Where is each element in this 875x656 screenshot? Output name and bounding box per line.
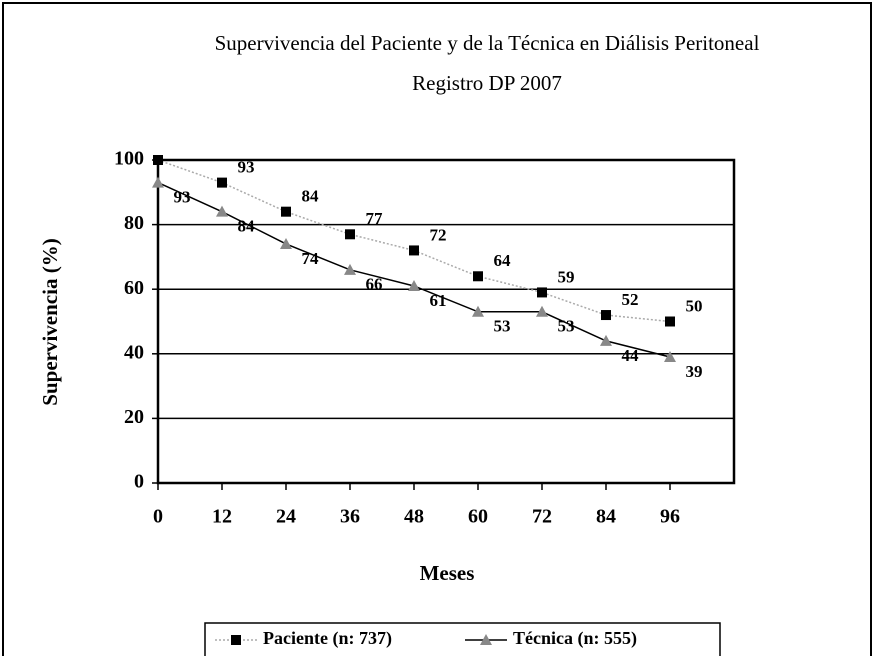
x-tick-label: 12 [212, 506, 232, 528]
x-tick-label: 60 [468, 506, 488, 528]
data-label: 50 [686, 296, 703, 315]
data-label: 77 [366, 209, 384, 228]
marker [537, 287, 547, 298]
plot-area [156, 158, 736, 485]
marker [344, 263, 356, 275]
legend-marker [231, 635, 241, 645]
x-tick-label: 36 [340, 506, 360, 528]
y-tick-label: 40 [124, 341, 144, 363]
x-tick-label: 0 [153, 506, 163, 528]
chart-title: Supervivencia del Paciente y de la Técni… [215, 31, 760, 55]
data-label: 44 [622, 346, 640, 365]
marker [281, 206, 291, 217]
data-label: 53 [494, 317, 511, 336]
x-tick-label: 24 [276, 506, 296, 528]
y-axis-label: Supervivencia (%) [38, 238, 62, 405]
data-label: 84 [302, 187, 320, 206]
chart-subtitle: Registro DP 2007 [412, 71, 562, 95]
data-label: 84 [238, 217, 256, 236]
marker [665, 316, 675, 327]
marker [600, 334, 612, 346]
data-label: 74 [302, 249, 320, 268]
y-tick-label: 80 [124, 212, 144, 234]
marker [153, 155, 163, 165]
y-tick-label: 100 [114, 148, 144, 170]
marker [409, 245, 419, 256]
data-label: 93 [174, 188, 191, 207]
marker [408, 279, 420, 291]
marker [216, 205, 228, 217]
marker [345, 229, 355, 240]
x-tick-label: 72 [532, 506, 552, 528]
legend-label: Paciente (n: 737) [263, 628, 392, 649]
data-label: 53 [558, 317, 575, 336]
marker [280, 237, 292, 249]
x-tick-label: 48 [404, 506, 424, 528]
data-label: 61 [430, 291, 447, 310]
marker [601, 310, 611, 321]
x-axis-label: Meses [420, 561, 475, 585]
legend-box [204, 622, 721, 656]
y-tick-label: 60 [124, 277, 144, 299]
marker [472, 305, 484, 317]
y-tick-label: 20 [124, 406, 144, 428]
marker [536, 305, 548, 317]
series-line [157, 181, 671, 358]
data-label: 93 [238, 158, 255, 177]
data-label: 39 [686, 362, 703, 381]
x-tick-label: 96 [660, 506, 680, 528]
legend-label: Técnica (n: 555) [513, 628, 637, 649]
data-label: 72 [430, 225, 447, 244]
legend-marker [480, 634, 492, 645]
y-tick-label: 0 [134, 471, 144, 493]
marker [152, 176, 164, 188]
data-label: 64 [494, 251, 512, 270]
data-label: 52 [622, 290, 639, 309]
x-tick-label: 84 [596, 506, 616, 528]
data-label: 66 [366, 275, 383, 294]
marker [664, 351, 676, 363]
marker [473, 271, 483, 282]
marker [217, 177, 227, 188]
data-label: 59 [558, 267, 575, 286]
series-line [157, 159, 671, 323]
